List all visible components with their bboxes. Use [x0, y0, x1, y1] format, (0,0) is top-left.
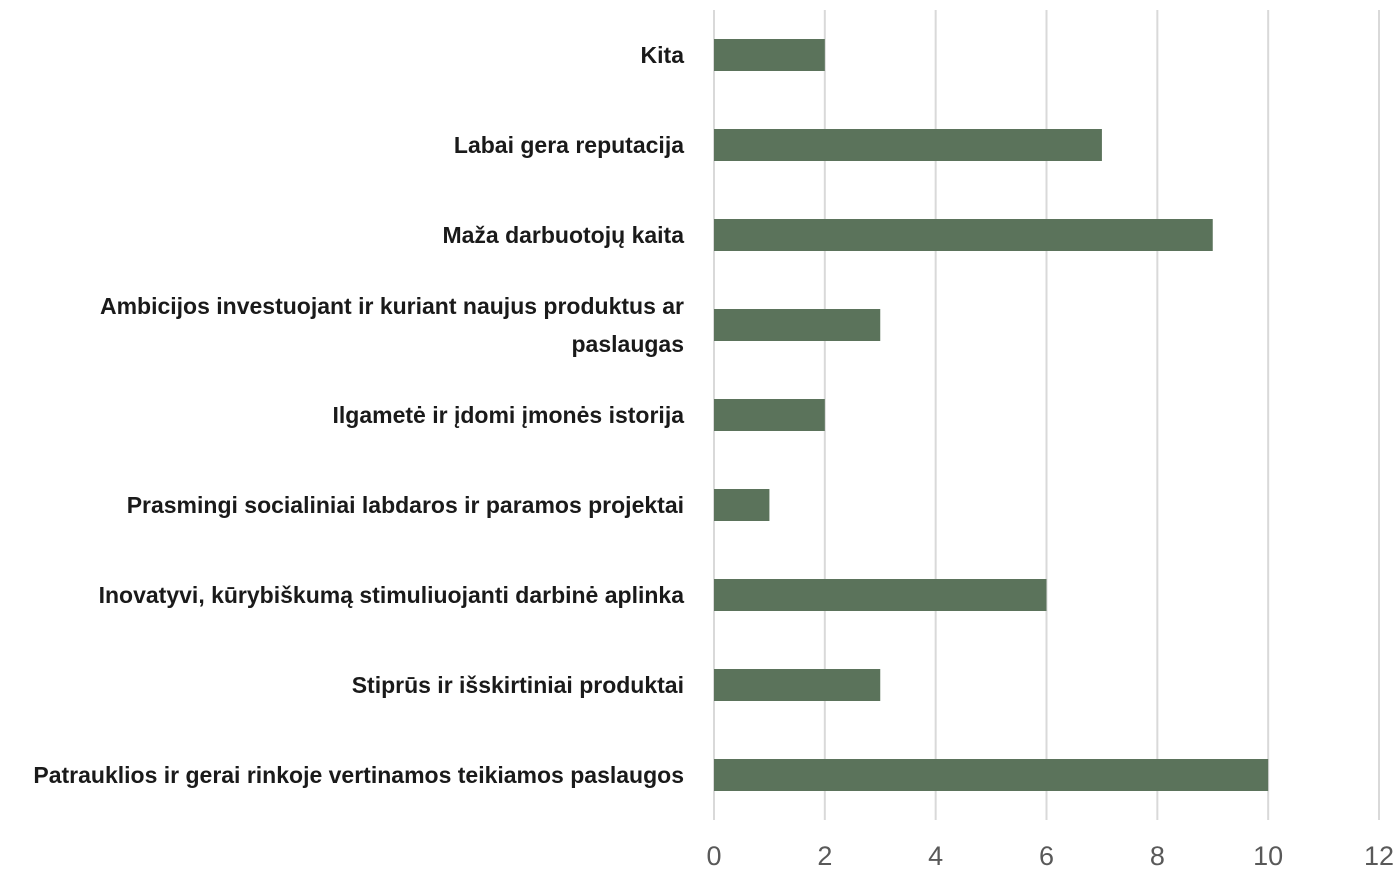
- category-label: Labai gera reputacija: [453, 132, 684, 158]
- bar: [714, 219, 1213, 251]
- x-tick-label: 8: [1150, 841, 1165, 871]
- bar: [714, 399, 825, 431]
- x-tick-label: 2: [817, 841, 832, 871]
- bar: [714, 39, 825, 71]
- x-tick-label: 6: [1039, 841, 1054, 871]
- bar: [714, 489, 770, 521]
- bar: [714, 579, 1047, 611]
- x-tick-label: 12: [1364, 841, 1394, 871]
- category-label: Prasmingi socialiniai labdaros ir paramo…: [126, 492, 684, 518]
- category-label: Inovatyvi, kūrybiškumą stimuliuojanti da…: [98, 582, 684, 608]
- bar: [714, 669, 881, 701]
- category-label: Kita: [640, 42, 684, 68]
- category-label: Ilgametė ir įdomi įmonės istorija: [332, 402, 684, 428]
- bar: [714, 129, 1102, 161]
- category-label: Ambicijos investuojant ir kuriant naujus…: [99, 293, 684, 357]
- category-label: Patrauklios ir gerai rinkoje vertinamos …: [33, 762, 684, 788]
- x-tick-label: 10: [1253, 841, 1283, 871]
- x-tick-label: 0: [706, 841, 721, 871]
- category-label: Maža darbuotojų kaita: [442, 222, 684, 248]
- bar: [714, 759, 1269, 791]
- category-label: Stiprūs ir išskirtiniai produktai: [351, 672, 684, 698]
- bar: [714, 309, 881, 341]
- x-tick-label: 4: [928, 841, 943, 871]
